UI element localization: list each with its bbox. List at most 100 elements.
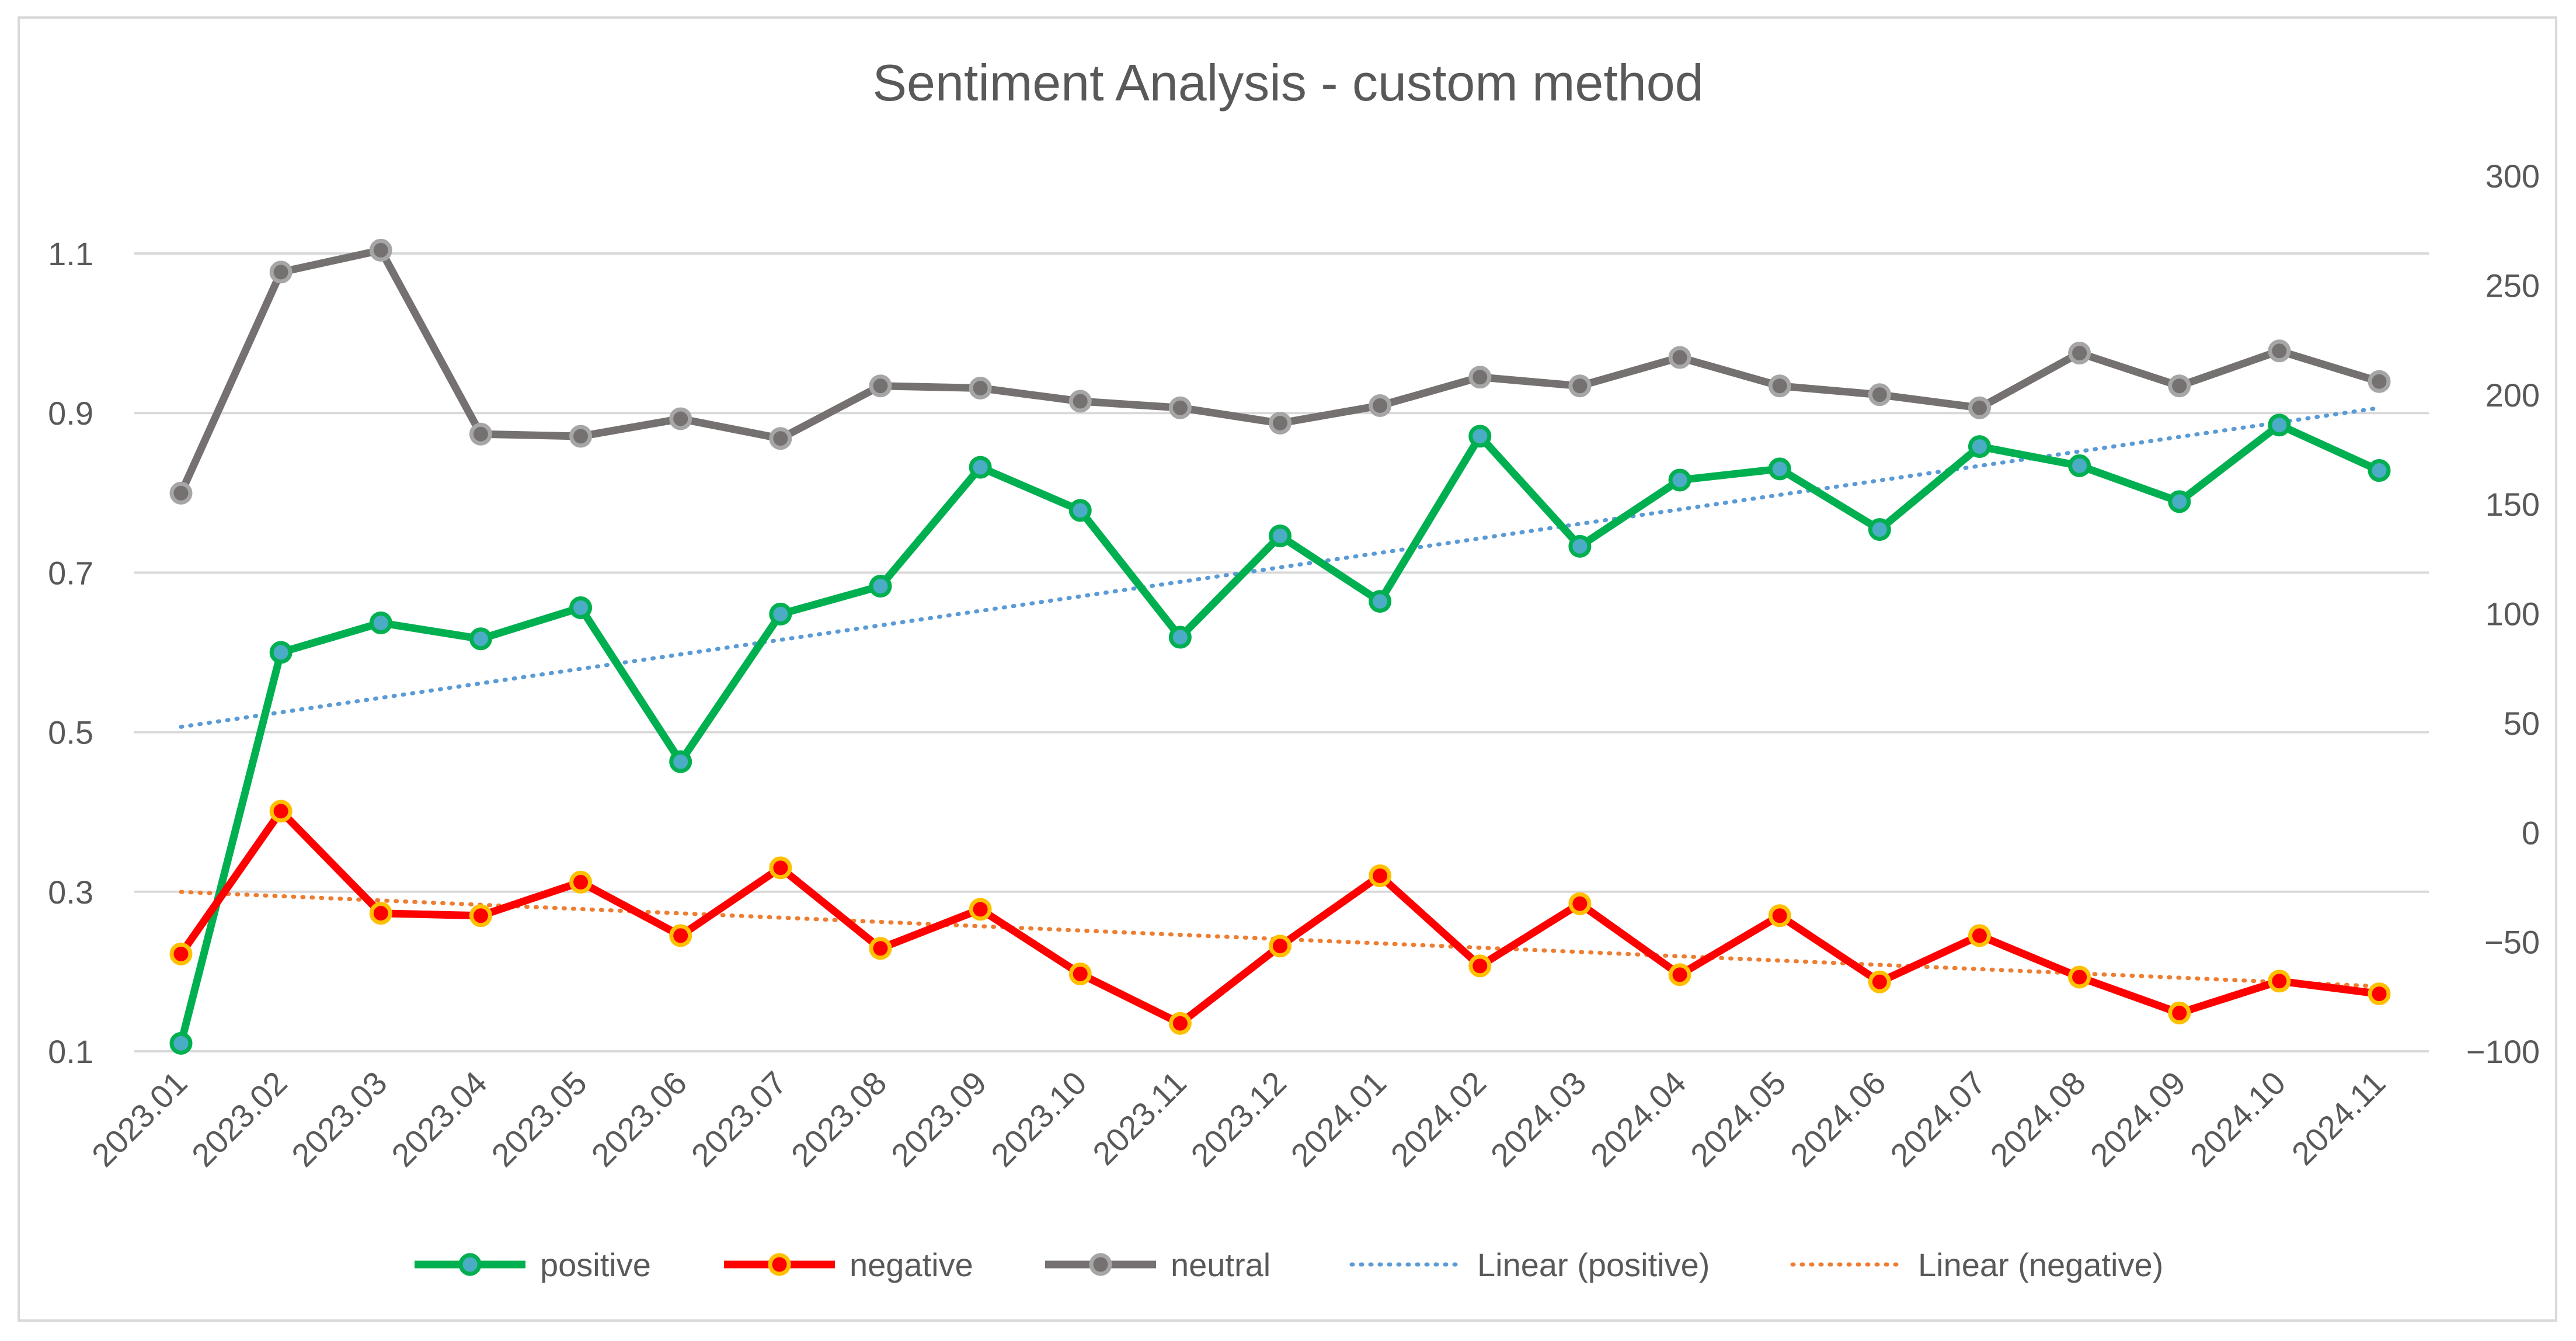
data-point [1568,534,1592,558]
x-tick-label: 2024.08 [1983,1064,2093,1174]
data-point [169,1031,193,1055]
x-tick-label: 2024.10 [2183,1064,2293,1174]
data-point [1369,864,1392,887]
right-tick-label: −100 [2466,1033,2540,1070]
data-point [1168,396,1192,419]
data-point [469,422,492,446]
chart-title: Sentiment Analysis - custom method [872,54,1703,112]
data-point [269,800,293,823]
data-point [1868,383,1891,407]
data-point [1968,924,1991,947]
right-tick-label: 150 [2486,486,2540,523]
legend-marker [1089,1253,1112,1276]
data-point [369,611,392,634]
data-point [1369,394,1392,417]
legend-label: Linear (negative) [1918,1246,2163,1283]
data-point [869,937,892,960]
data-point [2068,454,2091,477]
data-point [969,456,992,479]
data-point [1269,934,1292,958]
legend: positive negative neutral Linear (positive)… [415,1246,2163,1283]
data-point [969,898,992,921]
data-point [1868,518,1891,541]
legend-label: positive [540,1246,651,1283]
chart-frame [18,16,2557,1322]
x-axis-ticks: 2023.012023.022023.032023.042023.052023.… [85,1064,2393,1174]
left-tick-label: 0.5 [48,714,93,751]
data-point [2168,490,2191,513]
left-tick-label: 0.9 [48,395,93,432]
data-point [1468,954,1492,978]
data-point [1468,425,1492,448]
x-tick-label: 2023.01 [85,1064,194,1174]
data-point [869,575,892,598]
data-point [1768,374,1791,398]
left-tick-label: 1.1 [48,235,93,272]
data-point [1269,411,1292,435]
data-point [1668,963,1691,986]
series-lines [177,246,2383,1047]
data-point [469,904,492,927]
data-point [2368,982,2391,1006]
data-point [1369,590,1392,613]
data-point [1968,435,1991,458]
data-point [2268,339,2291,363]
x-tick-label: 2023.08 [784,1064,894,1174]
data-point [969,377,992,400]
data-point [2068,342,2091,365]
x-tick-label: 2024.04 [1583,1064,1693,1174]
data-point [2368,459,2391,482]
data-point [569,425,593,448]
trendlines [179,405,2382,989]
data-point [769,856,792,880]
left-tick-label: 0.1 [48,1033,93,1070]
x-tick-label: 2023.04 [384,1064,494,1174]
x-tick-label: 2024.06 [1783,1064,1893,1174]
legend-marker [768,1253,791,1276]
right-tick-label: −50 [2484,924,2540,961]
x-tick-label: 2024.07 [1883,1064,1993,1174]
data-point [569,596,593,620]
series-markers [169,238,2391,1055]
data-point [1068,390,1092,413]
data-point [169,481,193,505]
x-tick-label: 2023.12 [1183,1064,1293,1174]
legend-label: negative [850,1246,973,1283]
x-tick-label: 2023.07 [684,1064,794,1174]
trendline [179,405,2382,729]
data-point [1768,457,1791,481]
trendline [179,890,2382,989]
data-point [669,924,692,947]
x-tick-label: 2023.09 [884,1064,994,1174]
data-point [1668,468,1691,492]
right-tick-label: 100 [2486,596,2540,633]
data-point [1568,892,1592,915]
data-point [769,602,792,626]
x-tick-label: 2023.10 [984,1064,1094,1174]
legend-marker [458,1253,482,1276]
x-tick-label: 2023.02 [185,1064,294,1174]
data-point [2168,1001,2191,1024]
data-point [469,627,492,651]
data-point [2168,374,2191,398]
data-point [369,238,392,262]
data-point [1068,499,1092,522]
gridlines [134,252,2429,1052]
data-point [1269,524,1292,548]
right-tick-label: 300 [2486,158,2540,194]
x-tick-label: 2023.05 [484,1064,594,1174]
data-point [2268,970,2291,993]
data-point [1168,1012,1192,1035]
data-point [1068,962,1092,985]
x-tick-label: 2024.01 [1283,1064,1393,1174]
left-axis-ticks: 0.1 0.3 0.5 0.7 0.9 1.1 [48,235,93,1070]
data-point [669,750,692,773]
data-point [1668,346,1691,369]
right-tick-label: 250 [2486,267,2540,304]
x-tick-label: 2024.11 [2285,1064,2393,1172]
left-tick-label: 0.7 [48,554,93,591]
x-tick-label: 2024.05 [1683,1064,1793,1174]
series-line [177,807,2383,1027]
x-tick-label: 2023.11 [1085,1064,1193,1172]
